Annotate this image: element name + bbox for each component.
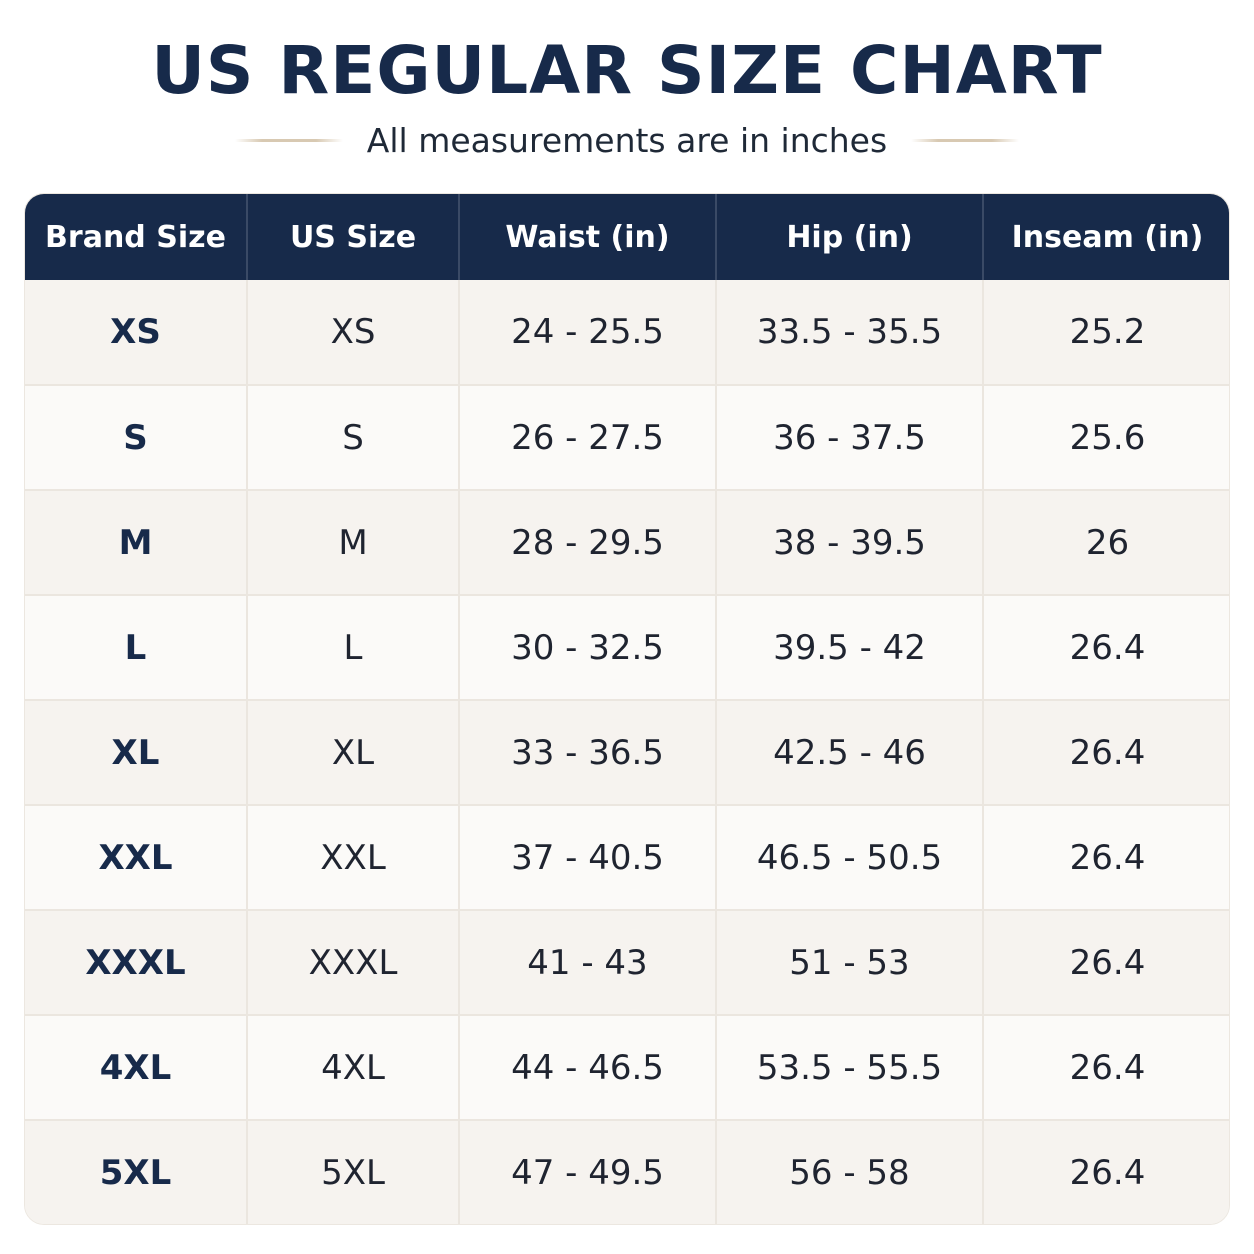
inseam-cell: 26	[983, 490, 1229, 596]
inseam-cell: 26.4	[983, 805, 1229, 911]
brand-size-cell: 5XL	[25, 1120, 248, 1224]
hip-cell: 42.5 - 46	[716, 700, 984, 806]
us-size-cell: L	[247, 595, 460, 701]
table-row: L L 30 - 32.5 39.5 - 42 26.4	[25, 595, 1229, 701]
inseam-cell: 26.4	[983, 595, 1229, 701]
header-inseam: Inseam (in)	[983, 194, 1229, 280]
header-waist: Waist (in)	[459, 194, 717, 280]
table-row: M M 28 - 29.5 38 - 39.5 26	[25, 490, 1229, 596]
brand-size-cell: XXL	[25, 805, 248, 911]
hip-cell: 38 - 39.5	[716, 490, 984, 596]
header-row: Brand Size US Size Waist (in) Hip (in) I…	[25, 194, 1229, 280]
waist-cell: 47 - 49.5	[459, 1120, 717, 1224]
brand-size-cell: S	[25, 385, 248, 491]
table-row: 4XL 4XL 44 - 46.5 53.5 - 55.5 26.4	[25, 1015, 1229, 1121]
subtitle-row: All measurements are in inches	[0, 116, 1254, 164]
table-row: XL XL 33 - 36.5 42.5 - 46 26.4	[25, 700, 1229, 806]
brand-size-cell: XXXL	[25, 910, 248, 1016]
table-row: XS XS 24 - 25.5 33.5 - 35.5 25.2	[25, 280, 1229, 386]
subtitle: All measurements are in inches	[366, 120, 888, 160]
hip-cell: 46.5 - 50.5	[716, 805, 984, 911]
header-brand-size: Brand Size	[25, 194, 248, 280]
us-size-cell: 5XL	[247, 1120, 460, 1224]
page-title: US REGULAR SIZE CHART	[151, 32, 1103, 109]
waist-cell: 37 - 40.5	[459, 805, 717, 911]
us-size-cell: XS	[247, 280, 460, 386]
table-row: S S 26 - 27.5 36 - 37.5 25.6	[25, 385, 1229, 491]
brand-size-cell: L	[25, 595, 248, 701]
brand-size-cell: XS	[25, 280, 248, 386]
us-size-cell: XL	[247, 700, 460, 806]
table-row: 5XL 5XL 47 - 49.5 56 - 58 26.4	[25, 1120, 1229, 1224]
us-size-cell: S	[247, 385, 460, 491]
waist-cell: 30 - 32.5	[459, 595, 717, 701]
waist-cell: 41 - 43	[459, 910, 717, 1016]
header-us-size: US Size	[247, 194, 460, 280]
waist-cell: 26 - 27.5	[459, 385, 717, 491]
table-row: XXL XXL 37 - 40.5 46.5 - 50.5 26.4	[25, 805, 1229, 911]
inseam-cell: 26.4	[983, 1015, 1229, 1121]
inseam-cell: 25.2	[983, 280, 1229, 386]
waist-cell: 28 - 29.5	[459, 490, 717, 596]
waist-cell: 33 - 36.5	[459, 700, 717, 806]
size-chart-table-container: Brand Size US Size Waist (in) Hip (in) I…	[24, 193, 1230, 1225]
hip-cell: 56 - 58	[716, 1120, 984, 1224]
hip-cell: 36 - 37.5	[716, 385, 984, 491]
inseam-cell: 26.4	[983, 700, 1229, 806]
right-divider	[911, 138, 1020, 142]
waist-cell: 44 - 46.5	[459, 1015, 717, 1121]
us-size-cell: XXXL	[247, 910, 460, 1016]
inseam-cell: 26.4	[983, 910, 1229, 1016]
waist-cell: 24 - 25.5	[459, 280, 717, 386]
hip-cell: 53.5 - 55.5	[716, 1015, 984, 1121]
brand-size-cell: 4XL	[25, 1015, 248, 1121]
hip-cell: 33.5 - 35.5	[716, 280, 984, 386]
left-divider	[234, 138, 343, 142]
brand-size-cell: XL	[25, 700, 248, 806]
brand-size-cell: M	[25, 490, 248, 596]
table-row: XXXL XXXL 41 - 43 51 - 53 26.4	[25, 910, 1229, 1016]
us-size-cell: M	[247, 490, 460, 596]
inseam-cell: 25.6	[983, 385, 1229, 491]
size-chart-table: Brand Size US Size Waist (in) Hip (in) I…	[25, 194, 1229, 1224]
us-size-cell: 4XL	[247, 1015, 460, 1121]
hip-cell: 51 - 53	[716, 910, 984, 1016]
us-size-cell: XXL	[247, 805, 460, 911]
hip-cell: 39.5 - 42	[716, 595, 984, 701]
header-hip: Hip (in)	[716, 194, 984, 280]
inseam-cell: 26.4	[983, 1120, 1229, 1224]
